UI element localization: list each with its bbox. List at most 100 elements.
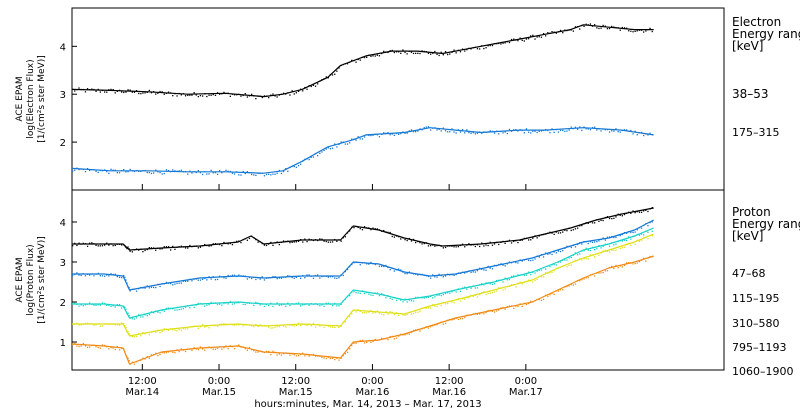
proton-data-point [415,296,417,299]
proton-data-point [553,270,555,272]
electron-data-point [457,129,459,131]
proton-data-point [568,257,570,259]
electron-data-point [214,172,217,174]
proton-data-point [155,286,157,289]
proton-data-point [212,243,214,245]
proton-data-point [124,325,126,327]
proton-data-point [449,292,451,294]
proton-data-point [323,275,325,277]
electron-data-point [496,130,498,132]
electron-data-point [525,128,528,130]
proton-data-point [78,305,80,307]
proton-data-point [515,286,517,288]
proton-data-point [261,303,263,305]
proton-data-point [361,229,364,231]
proton-data-point [123,244,125,246]
proton-data-point [329,357,332,360]
proton-data-point [640,259,643,261]
proton-data-point [395,235,398,237]
proton-data-point [389,336,391,338]
proton-data-point [406,273,408,275]
proton-data-point [302,275,304,277]
proton-data-point [353,342,355,344]
electron-data-point [391,49,393,52]
proton-data-point [451,291,453,293]
proton-data-point [521,274,523,276]
proton-data-point [489,292,491,294]
proton-data-point [485,244,487,246]
electron-data-point [338,67,340,69]
proton-data-point [591,254,594,256]
proton-data-point [342,321,344,323]
proton-data-point [349,295,351,297]
proton-data-point [295,302,297,305]
electron-data-point [157,92,159,94]
proton-data-point [400,333,402,335]
proton-data-point [91,273,93,275]
proton-data-point [355,292,357,294]
proton-data-point [361,312,364,314]
proton-data-point [121,347,123,350]
proton-data-point [259,278,261,280]
proton-data-point [210,324,212,327]
proton-data-point [89,242,91,244]
proton-data-point [596,253,598,255]
electron-data-point [133,91,136,93]
electron-data-point [562,129,564,132]
proton-data-point [393,313,395,316]
electron-data-point [227,170,229,172]
proton-data-point [440,294,442,297]
electron-data-point [355,61,357,63]
proton-data-point [436,305,438,308]
electron-data-point [613,26,615,28]
proton-data-point [306,324,308,327]
electron-data-point [233,94,236,96]
proton-data-point [553,233,555,235]
electron-data-point [479,48,481,50]
electron-data-point [231,93,234,95]
proton-data-point [265,303,268,306]
electron-data-point [619,29,621,31]
proton-data-point [417,296,419,298]
electron-data-point [468,131,470,134]
proton-data-point [387,266,389,269]
electron-data-point [493,132,496,134]
proton-data-point [551,271,553,273]
proton-data-point [146,331,148,334]
electron-data-point [216,173,219,175]
proton-data-point [647,225,649,227]
proton-data-point [253,325,255,328]
proton-data-point [184,306,187,308]
electron-data-point [534,38,536,40]
proton-data-point [86,346,89,348]
electron-data-point [280,93,283,95]
proton-data-point [453,274,455,277]
proton-data-point [415,273,417,275]
proton-data-point [321,356,323,358]
proton-data-point [227,274,229,277]
electron-data-point [114,169,116,171]
electron-data-point [193,171,195,173]
electron-data-point [176,95,178,97]
proton-legend-entry: 1060–1900 [732,365,794,378]
electron-frame [71,7,725,191]
electron-data-point [293,93,295,95]
proton-data-point [570,284,572,286]
proton-data-point [421,243,423,245]
proton-data-point [496,265,498,267]
proton-data-point [368,293,370,295]
electron-data-point [491,130,494,132]
electron-data-point [640,131,643,134]
proton-data-point [525,280,528,283]
proton-data-point [355,261,357,263]
proton-data-point [319,238,321,240]
proton-data-point [498,243,500,246]
proton-data-point [385,297,387,299]
proton-data-point [545,268,547,270]
electron-data-point [389,134,391,136]
proton-data-point [440,274,442,277]
electron-data-point [423,50,425,53]
proton-data-point [251,277,253,280]
proton-data-point [604,243,606,245]
proton-data-point [314,355,317,357]
